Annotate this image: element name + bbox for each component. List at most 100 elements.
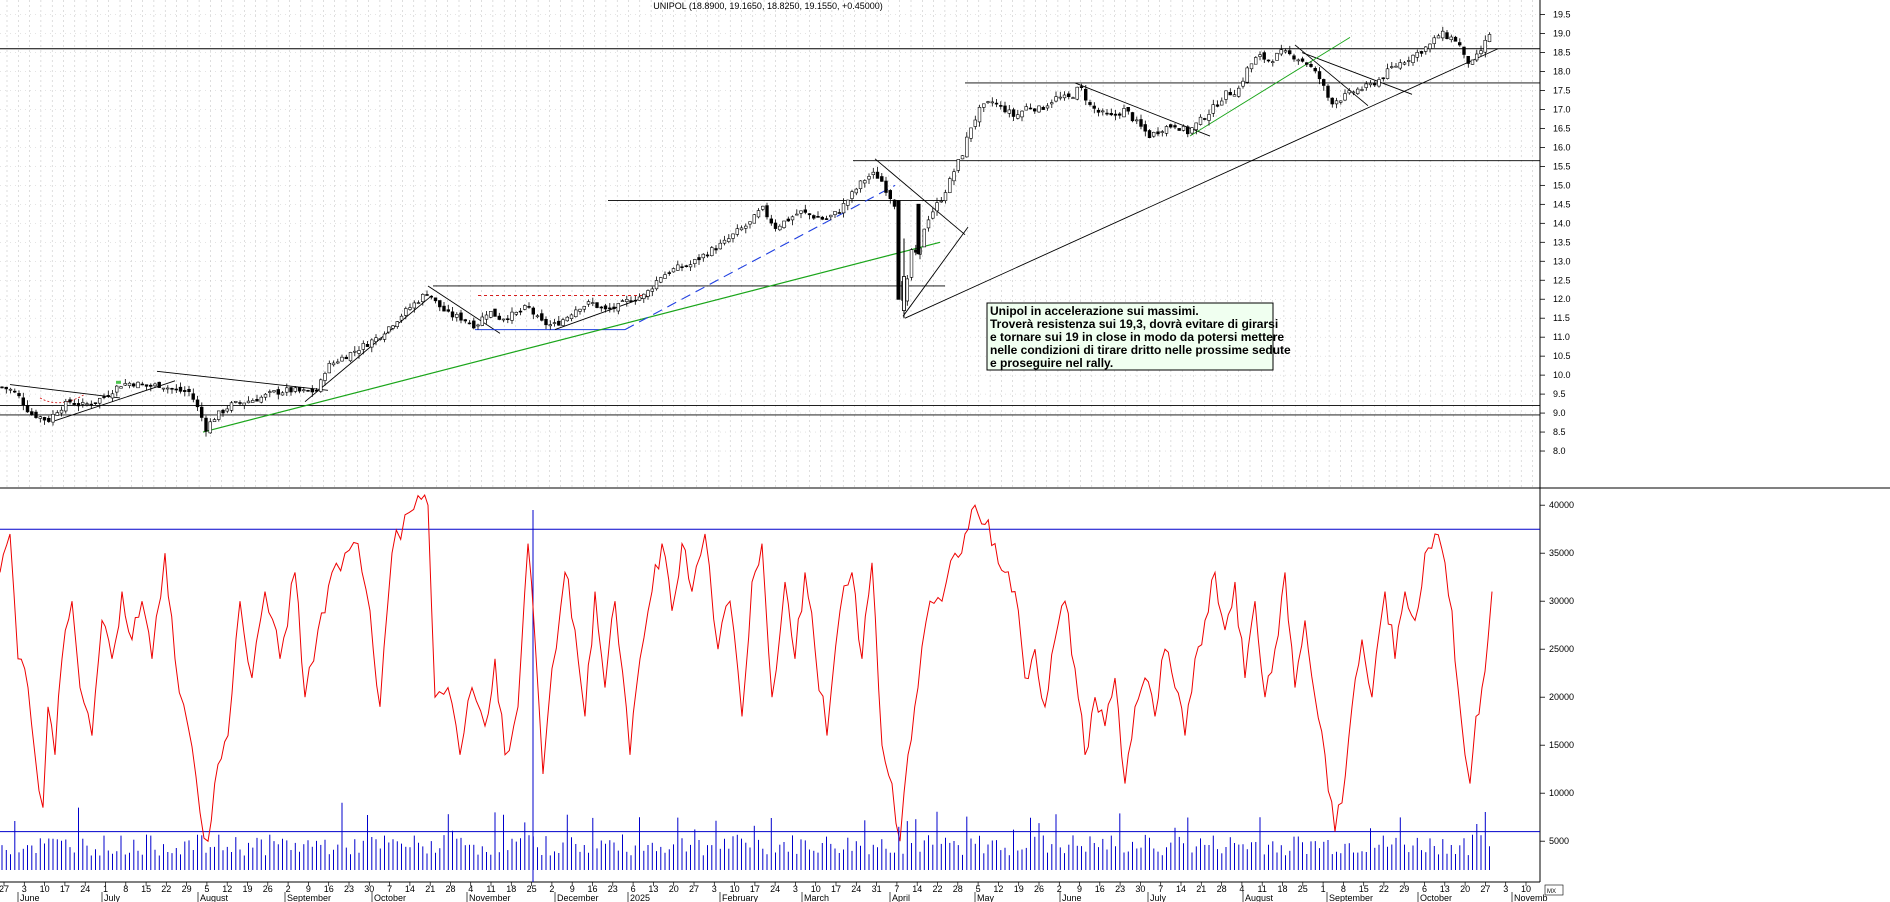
annotation-line-2: Troverà resistenza sui 19,3, dovrà evita… bbox=[990, 317, 1278, 331]
candle-body bbox=[637, 296, 642, 301]
candle-body bbox=[1003, 105, 1007, 113]
price-tick-label: 16.5 bbox=[1553, 123, 1571, 133]
candle-body bbox=[786, 218, 791, 222]
candle-body bbox=[489, 310, 493, 318]
candle-body bbox=[242, 402, 246, 406]
candle-body bbox=[1432, 37, 1436, 44]
trend-line bbox=[156, 370, 329, 391]
candle-body bbox=[863, 180, 867, 184]
candle-body bbox=[225, 408, 229, 412]
candle-body bbox=[761, 205, 765, 210]
x-day-label: 10 bbox=[40, 884, 50, 894]
candle-body bbox=[1322, 79, 1326, 86]
candle-body bbox=[608, 307, 612, 310]
osc-tick-label: 20000 bbox=[1549, 692, 1574, 702]
candle-body bbox=[926, 219, 931, 229]
x-day-label: 9 bbox=[570, 884, 575, 894]
candle-body bbox=[1058, 96, 1062, 99]
x-day-label: 13 bbox=[1440, 884, 1450, 894]
price-tick-label: 20.0 bbox=[1553, 0, 1571, 1]
candle-body bbox=[81, 402, 85, 405]
candle-body bbox=[527, 306, 531, 308]
candle-body bbox=[331, 362, 336, 366]
candle-body bbox=[429, 295, 433, 298]
price-tick-label: 14.5 bbox=[1553, 199, 1571, 209]
candle-body bbox=[238, 402, 242, 404]
x-month-label: May bbox=[977, 893, 995, 902]
candle-body bbox=[306, 389, 310, 392]
candle-body bbox=[412, 302, 416, 309]
x-day-label: 16 bbox=[1095, 884, 1105, 894]
candle-body bbox=[1220, 100, 1224, 106]
annotation-line-1: Unipol in accelerazione sui massimi. bbox=[990, 304, 1199, 318]
price-tick-label: 17.5 bbox=[1553, 86, 1571, 96]
candle-body bbox=[960, 155, 965, 160]
candle-body bbox=[195, 399, 200, 408]
candle-body bbox=[1283, 50, 1288, 53]
candle-body bbox=[472, 320, 476, 329]
candle-body bbox=[1211, 104, 1215, 114]
candle-body bbox=[1462, 46, 1466, 55]
candle-body bbox=[378, 338, 382, 340]
candle-body bbox=[952, 171, 956, 182]
x-day-label: 14 bbox=[912, 884, 922, 894]
candle-body bbox=[1483, 39, 1487, 53]
candle-body bbox=[671, 268, 676, 273]
candle-body bbox=[765, 205, 769, 218]
candle-body bbox=[161, 387, 166, 390]
candle-body bbox=[1079, 86, 1084, 89]
candle-body bbox=[676, 264, 680, 271]
candle-body bbox=[697, 257, 701, 261]
candle-body bbox=[136, 381, 140, 389]
candle-body bbox=[773, 222, 778, 229]
candle-body bbox=[55, 412, 60, 416]
x-day-label: 19 bbox=[242, 884, 252, 894]
candle-body bbox=[973, 119, 978, 127]
candle-body bbox=[370, 339, 374, 348]
candle-body bbox=[455, 313, 459, 318]
x-month-label: October bbox=[1420, 893, 1452, 902]
candle-body bbox=[982, 103, 986, 108]
price-tick-label: 10.5 bbox=[1553, 351, 1571, 361]
candle-body bbox=[1118, 113, 1122, 116]
candle-body bbox=[1084, 88, 1088, 101]
oscillator-line bbox=[0, 493, 1493, 843]
candle-body bbox=[574, 309, 578, 317]
trend-line bbox=[304, 295, 433, 403]
candle-body bbox=[994, 102, 999, 105]
candle-body bbox=[115, 385, 119, 393]
x-day-label: 3 bbox=[793, 884, 798, 894]
price-tick-label: 13.5 bbox=[1553, 237, 1571, 247]
candle-body bbox=[208, 421, 212, 434]
candle-body bbox=[4, 386, 8, 390]
candle-body bbox=[1347, 90, 1351, 94]
candle-body bbox=[663, 274, 667, 279]
trend-line bbox=[1301, 52, 1413, 95]
x-day-label: 30 bbox=[1135, 884, 1145, 894]
candle-body bbox=[319, 379, 323, 392]
x-month-label: April bbox=[892, 893, 910, 902]
candle-body bbox=[548, 324, 553, 327]
x-day-label: 27 bbox=[689, 884, 699, 894]
candle-body bbox=[1194, 122, 1198, 130]
candle-body bbox=[1470, 59, 1475, 65]
candle-body bbox=[268, 391, 272, 393]
candle-body bbox=[833, 211, 837, 215]
candle-body bbox=[531, 307, 536, 315]
candle-body bbox=[722, 239, 727, 244]
x-day-label: 11 bbox=[1258, 884, 1267, 894]
candle-body bbox=[1373, 83, 1377, 86]
x-month-label: February bbox=[722, 893, 759, 902]
candle-body bbox=[752, 214, 757, 224]
candle-body bbox=[1330, 97, 1334, 105]
annotation-line-4: nelle condizioni di tirare dritto nelle … bbox=[990, 343, 1291, 357]
candle-body bbox=[365, 343, 370, 347]
candle-body bbox=[1288, 50, 1292, 55]
candle-body bbox=[1130, 112, 1135, 122]
candle-body bbox=[986, 101, 990, 103]
candle-body bbox=[1011, 109, 1016, 117]
candle-body bbox=[382, 333, 387, 340]
x-day-label: 5 bbox=[976, 884, 981, 894]
x-day-label: 6 bbox=[1422, 884, 1427, 894]
candle-body bbox=[157, 381, 161, 388]
